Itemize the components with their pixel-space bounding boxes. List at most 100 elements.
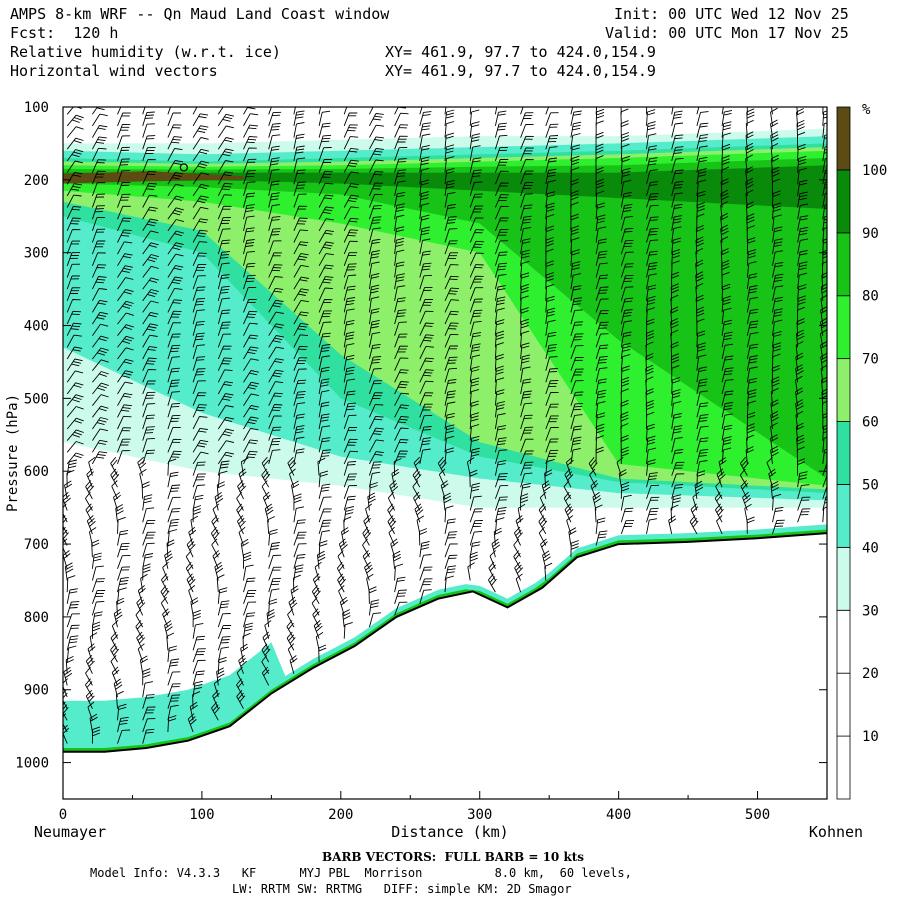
wind-barb <box>343 159 359 173</box>
wind-barb <box>369 113 384 127</box>
wind-barb <box>493 527 502 546</box>
wind-barb <box>142 437 155 453</box>
wind-barb <box>595 321 609 336</box>
wind-barb <box>318 519 332 535</box>
wind-barb <box>318 366 330 383</box>
wind-barb <box>646 133 657 150</box>
wind-barb <box>142 194 158 208</box>
wind-barb <box>293 322 309 336</box>
wind-barb <box>368 182 383 197</box>
wind-barb <box>515 573 523 593</box>
wind-barb <box>394 237 405 255</box>
wind-barb <box>671 146 684 162</box>
wind-barb <box>268 426 282 441</box>
wind-barb <box>394 601 408 616</box>
wind-barb <box>89 713 98 733</box>
wind-barb <box>469 520 483 535</box>
wind-barb <box>545 331 557 348</box>
wind-barb <box>142 123 155 138</box>
wind-barb <box>91 578 105 593</box>
wind-barb <box>167 253 184 267</box>
wind-barb <box>520 366 531 383</box>
wind-barb <box>795 352 804 371</box>
wind-barb <box>545 307 556 325</box>
wind-barb <box>318 449 331 465</box>
rh-80-band <box>63 158 827 479</box>
wind-barb <box>66 406 84 418</box>
wind-barb <box>192 356 206 371</box>
wind-barb <box>820 283 827 301</box>
wind-barb <box>167 438 182 453</box>
wind-barb <box>337 573 346 593</box>
wind-barb <box>92 311 108 325</box>
wind-barb <box>364 561 373 581</box>
wind-barb <box>368 238 381 255</box>
wind-barb <box>746 108 755 126</box>
wind-barb <box>469 121 480 138</box>
colorbar-segment <box>836 672 851 737</box>
wind-barb <box>394 576 406 593</box>
wind-barb <box>117 404 132 418</box>
wind-barb <box>91 264 107 278</box>
wind-barb <box>216 574 225 593</box>
wind-barb <box>117 566 131 581</box>
wind-barb <box>444 299 459 313</box>
wind-barb <box>721 436 732 453</box>
wind-barb <box>91 228 106 243</box>
wind-barb <box>394 415 409 430</box>
wind-barb <box>419 274 433 290</box>
wind-barb <box>66 263 81 278</box>
wind-barb <box>671 401 682 418</box>
wind-barb <box>797 508 811 523</box>
wind-barb <box>142 681 153 698</box>
wind-barb <box>620 155 631 173</box>
wind-barb <box>212 550 221 569</box>
wind-barb <box>746 389 757 406</box>
wind-barb <box>293 145 305 161</box>
wind-barb <box>469 424 480 441</box>
wind-barb <box>343 366 355 383</box>
wind-barb <box>444 565 457 581</box>
wind-barb <box>690 503 699 523</box>
wind-barb <box>217 357 233 371</box>
wind-barb <box>368 380 383 395</box>
wind-barb <box>589 468 597 488</box>
wind-barb <box>671 425 683 441</box>
wind-barb <box>822 181 827 196</box>
wind-barb <box>469 320 482 336</box>
wind-barb <box>318 229 334 243</box>
wind-barb <box>646 239 659 255</box>
wind-barb <box>419 179 430 196</box>
wind-barb <box>318 437 331 453</box>
wind-barb <box>92 113 108 127</box>
wind-barb <box>343 252 358 266</box>
wind-barb <box>494 517 505 534</box>
wind-barb <box>293 264 309 278</box>
wind-barb <box>419 202 430 220</box>
wind-barb <box>595 286 609 301</box>
wind-barb <box>469 169 482 185</box>
wind-barb <box>243 358 259 371</box>
wind-barb <box>620 143 630 161</box>
wind-barb <box>770 131 779 150</box>
wind-barb <box>419 541 430 558</box>
wind-barb <box>419 310 434 325</box>
wind-barb <box>646 447 657 464</box>
wind-barb <box>192 148 209 162</box>
wind-barb <box>318 134 332 150</box>
wind-barb <box>645 364 654 383</box>
wind-barb <box>646 193 659 208</box>
wind-barb <box>293 288 309 302</box>
wind-barb <box>393 458 402 476</box>
wind-barb <box>444 356 458 371</box>
end-label: Kohnen <box>809 823 863 841</box>
wind-barb <box>338 585 345 604</box>
wind-barb <box>520 390 532 406</box>
rh-100-band <box>63 171 244 184</box>
wind-barb <box>217 451 234 465</box>
wind-barb <box>469 193 483 208</box>
colorbar-segment <box>836 106 851 171</box>
wind-barb <box>766 456 773 476</box>
wind-barb <box>293 241 309 255</box>
wind-barb <box>110 631 119 651</box>
